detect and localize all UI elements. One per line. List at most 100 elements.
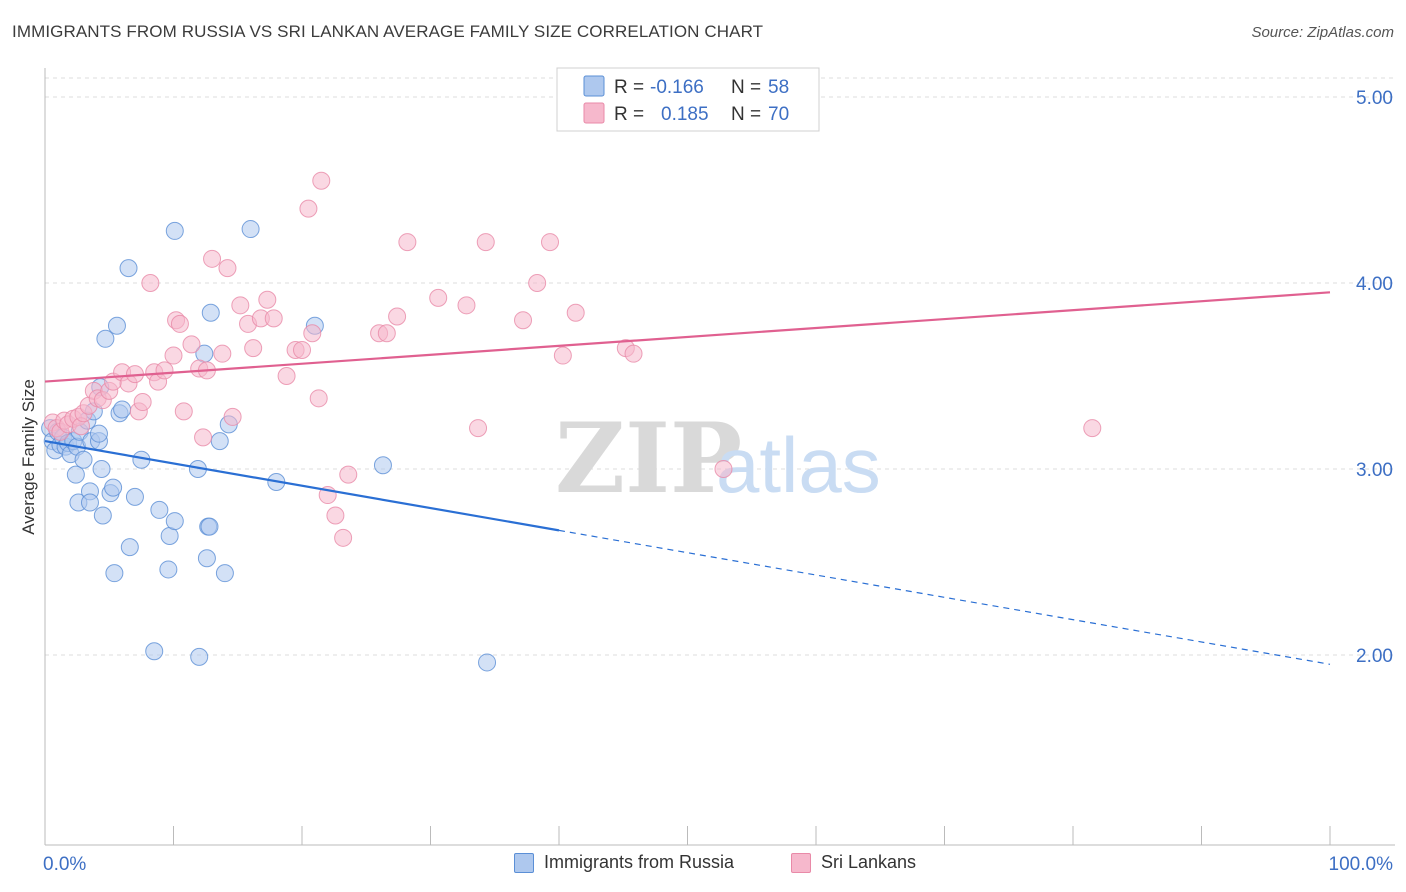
y-tick-label: 4.00 — [1356, 274, 1393, 295]
point-srilankan — [258, 290, 277, 309]
point-srilankan — [624, 344, 643, 363]
point-srilankan — [293, 340, 311, 359]
axes — [44, 68, 1395, 846]
watermark: ZIP atlas — [555, 402, 881, 515]
point-srilankan — [213, 344, 232, 363]
point-russia — [241, 220, 260, 239]
point-srilankan — [528, 274, 547, 292]
legend-swatch-pink — [583, 102, 605, 124]
watermark-zip: ZIP — [555, 402, 742, 515]
point-russia — [215, 564, 234, 583]
point-srilankan — [303, 324, 322, 343]
point-russia — [210, 432, 229, 451]
point-srilankan — [469, 419, 488, 438]
point-russia — [120, 538, 139, 557]
point-srilankan — [203, 249, 222, 268]
y-tick-label: 2.00 — [1356, 646, 1393, 667]
stats-r-value-2: 0.185 — [661, 104, 709, 125]
stats-n-value-1: 58 — [768, 77, 789, 98]
legend-swatch-russia — [514, 852, 534, 873]
point-russia — [80, 493, 99, 512]
stats-n-label-1: N = — [731, 77, 761, 98]
bottom-legend: Immigrants from Russia Sri Lankans — [0, 852, 1406, 878]
tick-labels: 2.00 3.00 4.00 5.00 0.0% 100.0% — [43, 88, 1393, 875]
point-russia — [119, 259, 138, 278]
legend-label-srilankans: Sri Lankans — [821, 852, 917, 872]
point-russia — [93, 506, 112, 525]
point-russia — [145, 642, 164, 661]
trend-line-russia — [44, 440, 560, 532]
point-srilankan — [174, 402, 193, 421]
stats-r-value-1: -0.166 — [650, 77, 704, 98]
legend-swatch-srilankans — [791, 852, 811, 873]
point-srilankan — [1083, 419, 1102, 438]
point-russia — [200, 517, 219, 536]
watermark-atlas: atlas — [716, 421, 881, 509]
point-srilankan — [541, 233, 560, 252]
point-srilankan — [141, 274, 160, 292]
trend-line-srilankan — [44, 291, 1331, 383]
point-srilankan — [429, 288, 448, 307]
point-srilankan — [155, 361, 174, 380]
point-srilankan — [231, 296, 250, 315]
point-srilankan — [326, 506, 345, 525]
legend-item-srilankans[interactable]: Sri Lankans — [791, 852, 916, 873]
point-srilankan — [299, 199, 318, 218]
point-srilankan — [566, 303, 585, 322]
point-russia — [113, 400, 132, 419]
point-russia — [373, 456, 392, 475]
point-srilankan — [277, 367, 296, 385]
point-srilankan — [309, 389, 328, 408]
point-russia — [165, 221, 184, 240]
point-russia — [159, 560, 178, 579]
point-srilankan — [264, 309, 283, 328]
point-srilankan — [182, 335, 201, 354]
point-srilankan — [398, 233, 417, 252]
point-srilankan — [457, 296, 476, 315]
point-srilankan — [194, 428, 213, 447]
y-tick-label: 3.00 — [1356, 460, 1393, 481]
legend-item-russia[interactable]: Immigrants from Russia — [514, 852, 734, 873]
point-russia — [105, 564, 124, 583]
stats-legend: R = -0.166 N = 58 R = 0.185 N = 70 — [556, 67, 820, 132]
point-srilankan — [476, 233, 495, 252]
point-srilankan — [339, 465, 358, 484]
point-russia — [125, 487, 144, 506]
point-srilankan — [312, 171, 331, 190]
legend-label-russia: Immigrants from Russia — [544, 852, 735, 872]
point-russia — [478, 653, 497, 672]
data-points — [41, 171, 1102, 672]
stats-r-label-2: R = — [614, 104, 644, 125]
point-russia — [107, 316, 126, 335]
trend-lines — [44, 291, 1331, 665]
point-russia — [66, 465, 85, 484]
trend-line-russia-extrapolated — [558, 529, 1331, 665]
point-srilankan — [223, 407, 242, 426]
point-srilankan — [514, 311, 533, 330]
point-srilankan — [218, 259, 237, 278]
chart-title: IMMIGRANTS FROM RUSSIA VS SRI LANKAN AVE… — [12, 22, 764, 41]
point-srilankan — [170, 314, 189, 333]
point-russia — [104, 478, 123, 497]
source-label: Source: ZipAtlas.com — [1251, 24, 1394, 41]
stats-n-value-2: 70 — [768, 104, 789, 125]
point-srilankan — [133, 393, 152, 412]
stats-r-label-1: R = — [614, 77, 644, 98]
point-russia — [165, 512, 184, 531]
point-russia — [74, 450, 93, 469]
y-axis-label: Average Family Size — [19, 379, 38, 535]
point-russia — [201, 303, 220, 322]
x-tick-label-right: 100.0% — [1329, 854, 1394, 875]
point-srilankan — [164, 346, 183, 365]
point-srilankan — [553, 346, 572, 365]
legend-swatch-blue — [583, 75, 605, 97]
y-tick-label: 5.00 — [1356, 88, 1393, 109]
point-russia — [190, 647, 209, 666]
point-srilankan — [714, 460, 733, 478]
point-srilankan — [377, 324, 396, 343]
stats-n-label-2: N = — [731, 104, 761, 125]
point-srilankan — [388, 307, 407, 326]
point-russia — [150, 500, 169, 519]
point-russia — [92, 460, 111, 478]
point-russia — [96, 329, 115, 348]
